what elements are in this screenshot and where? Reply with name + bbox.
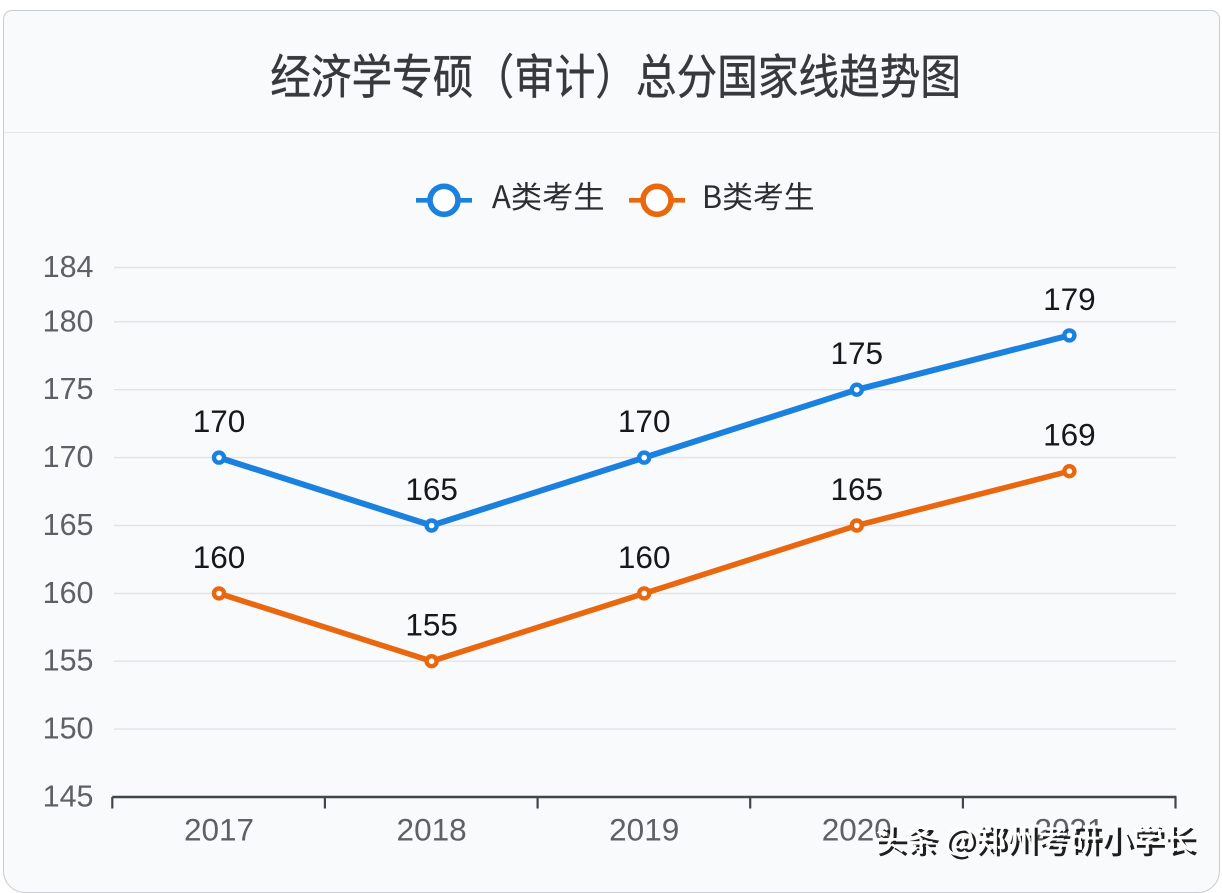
svg-text:165: 165 <box>831 471 884 507</box>
svg-text:175: 175 <box>831 335 884 371</box>
svg-text:170: 170 <box>193 403 246 439</box>
svg-text:145: 145 <box>43 780 94 814</box>
svg-text:150: 150 <box>43 712 94 746</box>
svg-text:165: 165 <box>43 508 94 542</box>
svg-text:165: 165 <box>405 471 458 507</box>
svg-text:175: 175 <box>43 372 94 406</box>
svg-text:160: 160 <box>618 539 671 575</box>
svg-text:184: 184 <box>43 250 94 284</box>
svg-text:2018: 2018 <box>397 812 467 848</box>
svg-text:160: 160 <box>193 539 246 575</box>
svg-text:170: 170 <box>618 403 671 439</box>
svg-text:160: 160 <box>43 576 94 610</box>
svg-text:155: 155 <box>405 607 458 643</box>
svg-text:180: 180 <box>43 304 94 338</box>
svg-text:179: 179 <box>1043 281 1096 317</box>
svg-text:2019: 2019 <box>609 812 679 848</box>
svg-text:169: 169 <box>1043 417 1096 453</box>
svg-text:2017: 2017 <box>184 812 254 848</box>
svg-text:170: 170 <box>43 440 94 474</box>
svg-text:155: 155 <box>43 644 94 678</box>
